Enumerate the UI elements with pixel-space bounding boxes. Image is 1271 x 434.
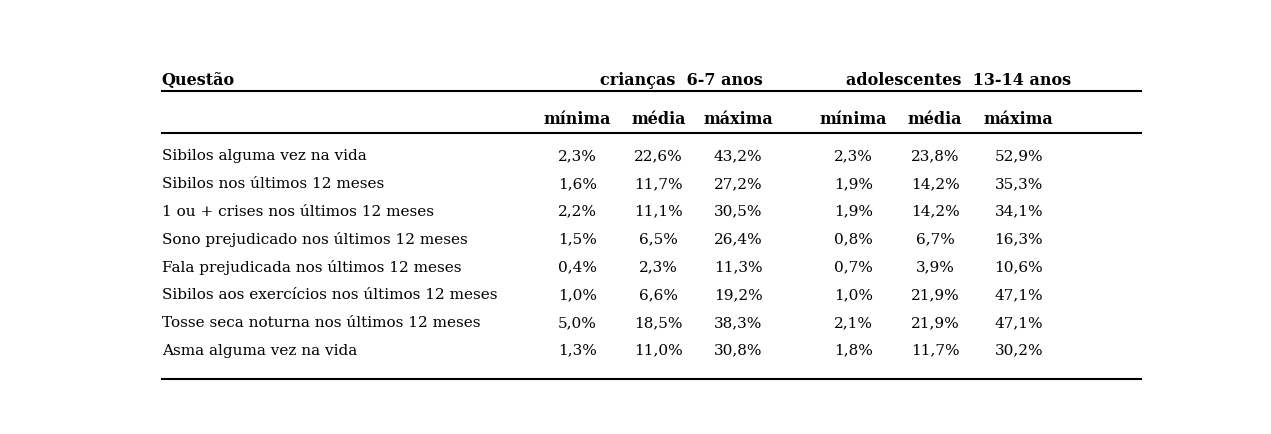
Text: média: média: [907, 110, 962, 128]
Text: Sibilos alguma vez na vida: Sibilos alguma vez na vida: [161, 149, 366, 163]
Text: 1,3%: 1,3%: [558, 343, 597, 357]
Text: 1,0%: 1,0%: [834, 287, 873, 301]
Text: 38,3%: 38,3%: [714, 315, 763, 329]
Text: 3,9%: 3,9%: [915, 260, 955, 273]
Text: mínima: mínima: [544, 110, 611, 128]
Text: 2,3%: 2,3%: [834, 149, 873, 163]
Text: mínima: mínima: [820, 110, 887, 128]
Text: média: média: [630, 110, 685, 128]
Text: 26,4%: 26,4%: [714, 232, 763, 246]
Text: 16,3%: 16,3%: [994, 232, 1043, 246]
Text: Fala prejudicada nos últimos 12 meses: Fala prejudicada nos últimos 12 meses: [161, 259, 461, 274]
Text: 2,3%: 2,3%: [558, 149, 597, 163]
Text: 35,3%: 35,3%: [995, 177, 1043, 191]
Text: 47,1%: 47,1%: [994, 287, 1043, 301]
Text: 22,6%: 22,6%: [634, 149, 683, 163]
Text: 0,8%: 0,8%: [834, 232, 873, 246]
Text: 1 ou + crises nos últimos 12 meses: 1 ou + crises nos últimos 12 meses: [161, 204, 433, 218]
Text: 1,9%: 1,9%: [834, 177, 873, 191]
Text: 21,9%: 21,9%: [911, 287, 960, 301]
Text: 5,0%: 5,0%: [558, 315, 597, 329]
Text: 30,5%: 30,5%: [714, 204, 763, 218]
Text: 34,1%: 34,1%: [994, 204, 1043, 218]
Text: 0,4%: 0,4%: [558, 260, 597, 273]
Text: adolescentes  13-14 anos: adolescentes 13-14 anos: [846, 72, 1071, 89]
Text: 2,3%: 2,3%: [639, 260, 677, 273]
Text: máxima: máxima: [984, 110, 1054, 128]
Text: máxima: máxima: [703, 110, 773, 128]
Text: 2,2%: 2,2%: [558, 204, 597, 218]
Text: Sibilos nos últimos 12 meses: Sibilos nos últimos 12 meses: [161, 177, 384, 191]
Text: 43,2%: 43,2%: [714, 149, 763, 163]
Text: 2,1%: 2,1%: [834, 315, 873, 329]
Text: 1,8%: 1,8%: [834, 343, 873, 357]
Text: 11,1%: 11,1%: [634, 204, 683, 218]
Text: 11,0%: 11,0%: [634, 343, 683, 357]
Text: 11,3%: 11,3%: [714, 260, 763, 273]
Text: Questão: Questão: [161, 72, 235, 89]
Text: 6,6%: 6,6%: [639, 287, 677, 301]
Text: 1,0%: 1,0%: [558, 287, 597, 301]
Text: 6,7%: 6,7%: [915, 232, 955, 246]
Text: 14,2%: 14,2%: [911, 177, 960, 191]
Text: 19,2%: 19,2%: [714, 287, 763, 301]
Text: 52,9%: 52,9%: [994, 149, 1043, 163]
Text: Tosse seca noturna nos últimos 12 meses: Tosse seca noturna nos últimos 12 meses: [161, 315, 480, 329]
Text: 1,5%: 1,5%: [558, 232, 597, 246]
Text: 10,6%: 10,6%: [994, 260, 1043, 273]
Text: Sibilos aos exercícios nos últimos 12 meses: Sibilos aos exercícios nos últimos 12 me…: [161, 287, 497, 301]
Text: 1,6%: 1,6%: [558, 177, 597, 191]
Text: 0,7%: 0,7%: [834, 260, 873, 273]
Text: 27,2%: 27,2%: [714, 177, 763, 191]
Text: 30,8%: 30,8%: [714, 343, 763, 357]
Text: 11,7%: 11,7%: [911, 343, 960, 357]
Text: Asma alguma vez na vida: Asma alguma vez na vida: [161, 343, 357, 357]
Text: 47,1%: 47,1%: [994, 315, 1043, 329]
Text: 6,5%: 6,5%: [639, 232, 677, 246]
Text: 21,9%: 21,9%: [911, 315, 960, 329]
Text: Sono prejudicado nos últimos 12 meses: Sono prejudicado nos últimos 12 meses: [161, 231, 468, 247]
Text: 23,8%: 23,8%: [911, 149, 960, 163]
Text: 11,7%: 11,7%: [634, 177, 683, 191]
Text: 30,2%: 30,2%: [994, 343, 1043, 357]
Text: 1,9%: 1,9%: [834, 204, 873, 218]
Text: 18,5%: 18,5%: [634, 315, 683, 329]
Text: crianças  6-7 anos: crianças 6-7 anos: [600, 72, 763, 89]
Text: 14,2%: 14,2%: [911, 204, 960, 218]
